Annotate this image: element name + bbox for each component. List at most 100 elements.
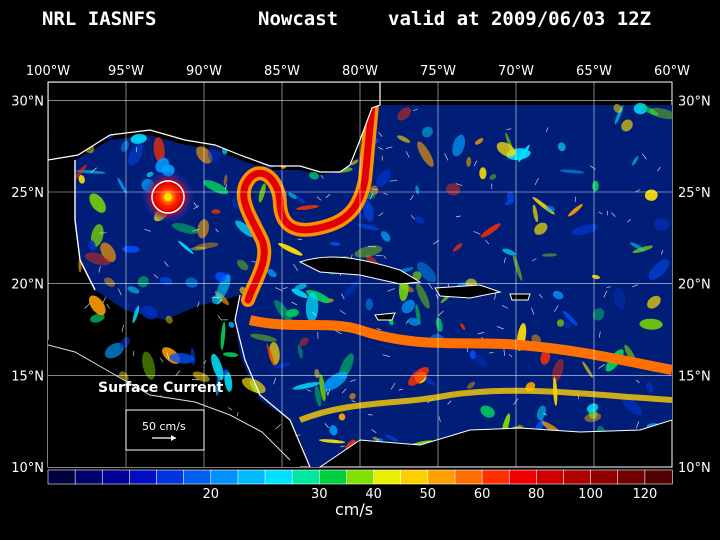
current-vector bbox=[554, 305, 559, 312]
colorbar-segment bbox=[291, 469, 321, 485]
current-vector bbox=[349, 379, 357, 383]
colorbar-labels: 20 30 40 50 60 80 100 120 bbox=[203, 487, 658, 502]
current-vector bbox=[390, 383, 396, 390]
current-patch bbox=[127, 286, 140, 294]
lat-label-right: 10°N bbox=[678, 461, 711, 476]
current-vector bbox=[369, 193, 374, 200]
current-vector bbox=[534, 177, 539, 186]
current-patch bbox=[397, 135, 411, 143]
current-patch bbox=[648, 259, 670, 281]
current-vector bbox=[153, 274, 159, 279]
current-patch bbox=[169, 352, 195, 364]
current-vector bbox=[477, 332, 485, 335]
current-vector bbox=[389, 179, 398, 182]
current-patch bbox=[104, 342, 124, 359]
current-field bbox=[48, 82, 672, 467]
current-vector bbox=[306, 389, 312, 392]
lat-label-right: 30°N bbox=[678, 94, 711, 109]
current-patch bbox=[480, 405, 495, 418]
current-patch bbox=[362, 199, 374, 222]
current-vector bbox=[325, 389, 329, 396]
current-patch bbox=[132, 305, 140, 323]
current-patch bbox=[350, 159, 359, 166]
current-patch bbox=[288, 192, 298, 199]
current-patch bbox=[562, 310, 578, 326]
current-vector bbox=[635, 379, 640, 384]
current-vector bbox=[543, 412, 547, 416]
current-vector bbox=[341, 388, 347, 394]
colorbar-tick-label: 120 bbox=[632, 487, 657, 502]
colorbar-tick-label: 30 bbox=[311, 487, 328, 502]
colorbar-segment bbox=[101, 469, 131, 485]
colorbar-segment bbox=[318, 469, 348, 485]
current-vector bbox=[216, 299, 223, 304]
current-patch bbox=[127, 143, 143, 166]
current-patch bbox=[314, 385, 322, 407]
colorbar-segment bbox=[237, 469, 266, 485]
current-patch bbox=[159, 276, 173, 285]
current-patch bbox=[502, 248, 516, 256]
colorbar-segment bbox=[590, 469, 619, 485]
colorbar-segment bbox=[264, 469, 293, 485]
current-patch bbox=[155, 157, 169, 173]
colorbar-segment bbox=[454, 469, 483, 485]
current-patch bbox=[185, 277, 198, 288]
current-vector bbox=[598, 331, 601, 338]
current-vector bbox=[438, 416, 441, 422]
current-vector bbox=[225, 184, 228, 190]
current-patch bbox=[467, 381, 476, 389]
current-patch bbox=[586, 403, 599, 413]
current-patch bbox=[646, 382, 654, 393]
current-vector bbox=[405, 150, 410, 158]
current-patch bbox=[292, 382, 320, 390]
current-vector bbox=[503, 348, 505, 356]
current-vector bbox=[341, 293, 345, 300]
colorbar-tick-label: 80 bbox=[528, 487, 545, 502]
current-vector bbox=[320, 174, 324, 179]
current-vector bbox=[590, 165, 596, 170]
current-patch bbox=[416, 283, 430, 309]
current-vector bbox=[275, 424, 281, 430]
current-patch bbox=[408, 366, 429, 386]
current-vector bbox=[398, 388, 403, 391]
colorbar-tick-label: 50 bbox=[420, 487, 437, 502]
current-patch bbox=[633, 102, 648, 115]
current-vector bbox=[530, 307, 535, 315]
lat-label-left: 25°N bbox=[11, 186, 44, 201]
current-vector bbox=[657, 166, 661, 172]
current-vector bbox=[193, 205, 200, 210]
north-america-land bbox=[48, 82, 381, 173]
current-patch bbox=[88, 240, 96, 252]
current-vector bbox=[455, 215, 461, 218]
colorbar-segment bbox=[644, 469, 673, 485]
current-patch bbox=[104, 277, 116, 287]
current-vector bbox=[98, 265, 101, 273]
south-america-land bbox=[319, 419, 672, 467]
current-patch bbox=[512, 254, 523, 281]
current-patch bbox=[216, 274, 231, 300]
colorbar bbox=[47, 469, 673, 485]
current-vector bbox=[160, 358, 164, 363]
scale-arrow-head bbox=[171, 435, 176, 441]
legend-title: Surface Current bbox=[98, 380, 224, 396]
current-patch bbox=[474, 138, 484, 145]
current-patch bbox=[329, 425, 338, 436]
colorbar-tick-label: 20 bbox=[203, 487, 220, 502]
current-patch bbox=[309, 171, 319, 180]
current-patch bbox=[571, 224, 598, 236]
scale-label: 50 cm/s bbox=[142, 420, 186, 433]
current-patch bbox=[532, 204, 539, 223]
current-vector bbox=[164, 261, 169, 267]
current-vector bbox=[84, 303, 91, 309]
current-vector bbox=[626, 219, 632, 223]
current-vector bbox=[372, 188, 378, 191]
title-valid-time: valid at 2009/06/03 12Z bbox=[388, 8, 652, 30]
current-patch bbox=[119, 337, 131, 349]
current-vector bbox=[217, 315, 223, 321]
current-patch bbox=[613, 288, 626, 310]
current-patch bbox=[211, 353, 224, 381]
current-patch bbox=[319, 374, 326, 402]
lon-label: 85°W bbox=[264, 64, 300, 79]
current-patch bbox=[241, 377, 266, 394]
current-patch bbox=[296, 196, 306, 204]
